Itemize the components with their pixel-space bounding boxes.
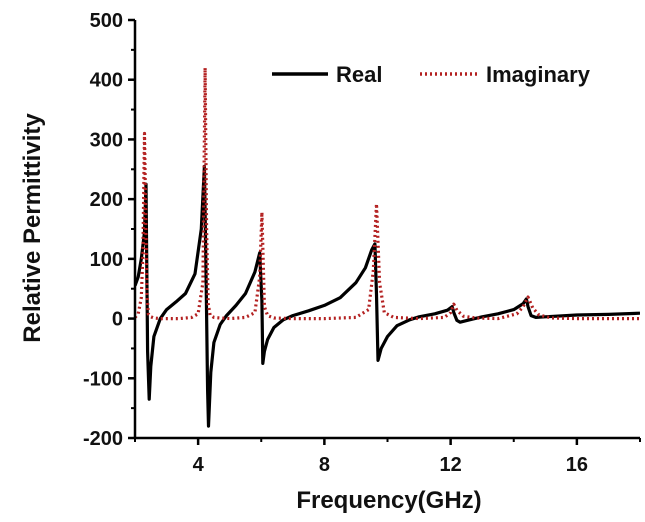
y-tick-label: 400 [90,70,123,92]
series-line-imaginary [135,66,640,321]
legend-label-imaginary: Imaginary [486,62,591,87]
x-tick-label: 8 [319,454,330,476]
y-tick-label: 300 [90,129,123,151]
legend: Real Imaginary [272,62,591,87]
x-tick-label: 12 [440,454,462,476]
y-tick-label: -100 [83,368,123,390]
y-tick-label: 0 [112,309,123,331]
y-tick-label: -200 [83,428,123,450]
y-tick-label: 200 [90,189,123,211]
x-tick-label: 16 [566,454,588,476]
x-tick-label: 4 [193,454,205,476]
axes: -200 -100 0 100 200 300 400 500 4 8 12 16 [83,10,641,476]
y-tick-label: 500 [90,10,123,32]
x-axis-label: Frequency(GHz) [296,487,481,514]
series-line-real [135,164,640,428]
y-axis-label: Relative Permittivity [19,113,46,343]
legend-label-real: Real [336,62,382,87]
plot-area [135,66,640,428]
y-tick-label: 100 [90,249,123,271]
